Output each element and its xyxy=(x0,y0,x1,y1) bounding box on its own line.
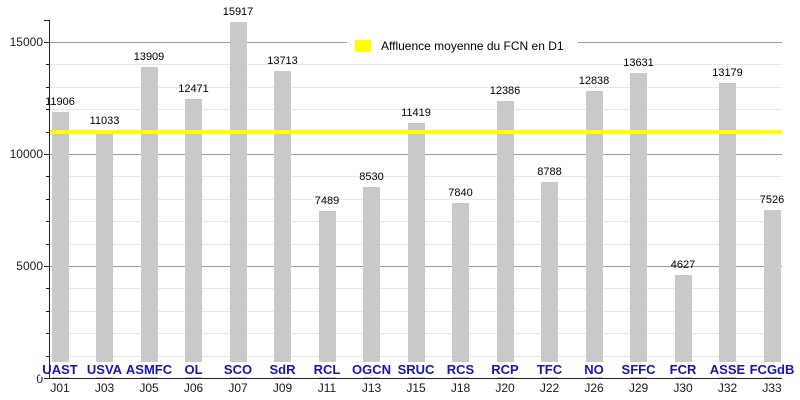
y-axis-line xyxy=(48,20,50,379)
opponent-label: ASMFC xyxy=(123,362,175,377)
bar-value-label: 11906 xyxy=(45,95,75,108)
matchday-label: J07 xyxy=(228,381,248,395)
opponent-label: SdR xyxy=(267,362,298,377)
legend: Affluence moyenne du FCN en D1 xyxy=(347,33,578,58)
y-axis-tick xyxy=(46,355,50,357)
y-axis-label: 15000 xyxy=(9,35,43,50)
opponent-label: SRUC xyxy=(395,362,437,377)
opponent-label: OGCN xyxy=(350,362,393,377)
bar xyxy=(274,71,291,379)
bar-value-label: 13713 xyxy=(267,55,298,68)
legend-label: Affluence moyenne du FCN en D1 xyxy=(381,38,564,53)
matchday-label: J30 xyxy=(673,381,693,395)
bar-value-label: 12386 xyxy=(489,84,521,97)
opponent-label: UAST xyxy=(40,362,80,377)
bar-value-label: 4627 xyxy=(670,258,696,271)
average-line xyxy=(50,129,782,134)
opponent-label: RCL xyxy=(311,362,343,377)
matchday-label: J32 xyxy=(717,381,738,395)
matchday-label: J29 xyxy=(628,381,649,395)
bar-value-label: 11033 xyxy=(89,115,120,128)
bar-value-label: 12838 xyxy=(578,74,610,87)
opponent-label: ASSE xyxy=(707,362,748,377)
y-axis-tick xyxy=(46,243,50,245)
opponent-label: SCO xyxy=(221,362,255,377)
y-axis-tick xyxy=(46,109,50,111)
y-axis-tick xyxy=(46,131,50,133)
bar-value-label: 13909 xyxy=(133,50,165,63)
matchday-label: J09 xyxy=(272,381,293,395)
y-axis-label: 10000 xyxy=(9,147,43,162)
opponent-label: TFC xyxy=(534,362,565,377)
opponent-label: RCS xyxy=(444,362,477,377)
bar xyxy=(675,274,692,379)
matchday-label: J15 xyxy=(406,381,426,395)
average-line-swatch-icon xyxy=(355,39,371,52)
y-axis-tick xyxy=(46,333,50,335)
matchday-label: J01 xyxy=(50,381,70,395)
matchday-label: J06 xyxy=(183,381,204,395)
bar xyxy=(230,21,247,379)
bar xyxy=(408,122,425,379)
bar-value-label: 13179 xyxy=(712,67,743,80)
matchday-label: J11 xyxy=(317,381,337,395)
bar xyxy=(185,99,202,379)
matchday-label: J18 xyxy=(450,381,471,395)
matchday-label: J03 xyxy=(94,381,115,395)
opponent-label: FCGdB xyxy=(747,362,797,377)
gridline-minor xyxy=(50,109,782,111)
opponent-label: OL xyxy=(182,362,205,377)
matchday-label: J20 xyxy=(495,381,515,395)
bar-value-label: 11419 xyxy=(401,106,431,119)
y-axis-tick xyxy=(46,176,50,178)
y-axis-tick xyxy=(44,265,50,267)
y-axis-tick xyxy=(46,198,50,200)
y-axis-tick xyxy=(46,310,50,312)
bar-value-label: 15917 xyxy=(222,5,254,18)
bar xyxy=(586,90,603,379)
bar-value-label: 7526 xyxy=(759,193,785,206)
y-axis-label: 0 xyxy=(36,371,43,386)
y-axis-tick xyxy=(44,41,50,43)
bar xyxy=(141,66,158,379)
y-axis-tick xyxy=(44,153,50,155)
bar-value-label: 7840 xyxy=(448,186,473,199)
matchday-label: J26 xyxy=(584,381,604,395)
bar xyxy=(96,131,113,379)
bar-value-label: 12471 xyxy=(178,83,209,96)
y-axis-label: 5000 xyxy=(16,259,43,274)
y-axis-tick xyxy=(44,19,50,21)
bar-value-label: 13631 xyxy=(623,57,654,70)
matchday-label: J33 xyxy=(762,381,782,395)
bar xyxy=(541,181,558,379)
y-axis-tick xyxy=(46,288,50,290)
matchday-label: J05 xyxy=(139,381,159,395)
opponent-label: NO xyxy=(582,362,606,377)
matchday-label: J22 xyxy=(539,381,560,395)
gridline-minor xyxy=(50,64,782,66)
matchday-label: J13 xyxy=(361,381,382,395)
bar-value-label: 8788 xyxy=(537,165,562,178)
bar xyxy=(630,73,647,379)
opponent-label: SFFC xyxy=(619,362,658,377)
bar xyxy=(319,210,336,379)
y-axis-tick xyxy=(46,64,50,66)
bar xyxy=(764,209,781,379)
opponent-label: RCP xyxy=(489,362,521,377)
bar xyxy=(52,111,69,379)
bar xyxy=(452,202,469,379)
bar xyxy=(363,187,380,379)
bar-value-label: 7489 xyxy=(314,194,340,207)
gridline-minor xyxy=(50,86,782,88)
opponent-label: USVA xyxy=(84,362,125,377)
y-axis-tick xyxy=(46,86,50,88)
x-axis-line xyxy=(44,377,782,380)
bar xyxy=(719,83,736,379)
bar xyxy=(497,100,514,379)
bar-value-label: 8530 xyxy=(359,171,384,184)
y-axis-tick xyxy=(46,221,50,223)
opponent-label: FCR xyxy=(667,362,699,377)
